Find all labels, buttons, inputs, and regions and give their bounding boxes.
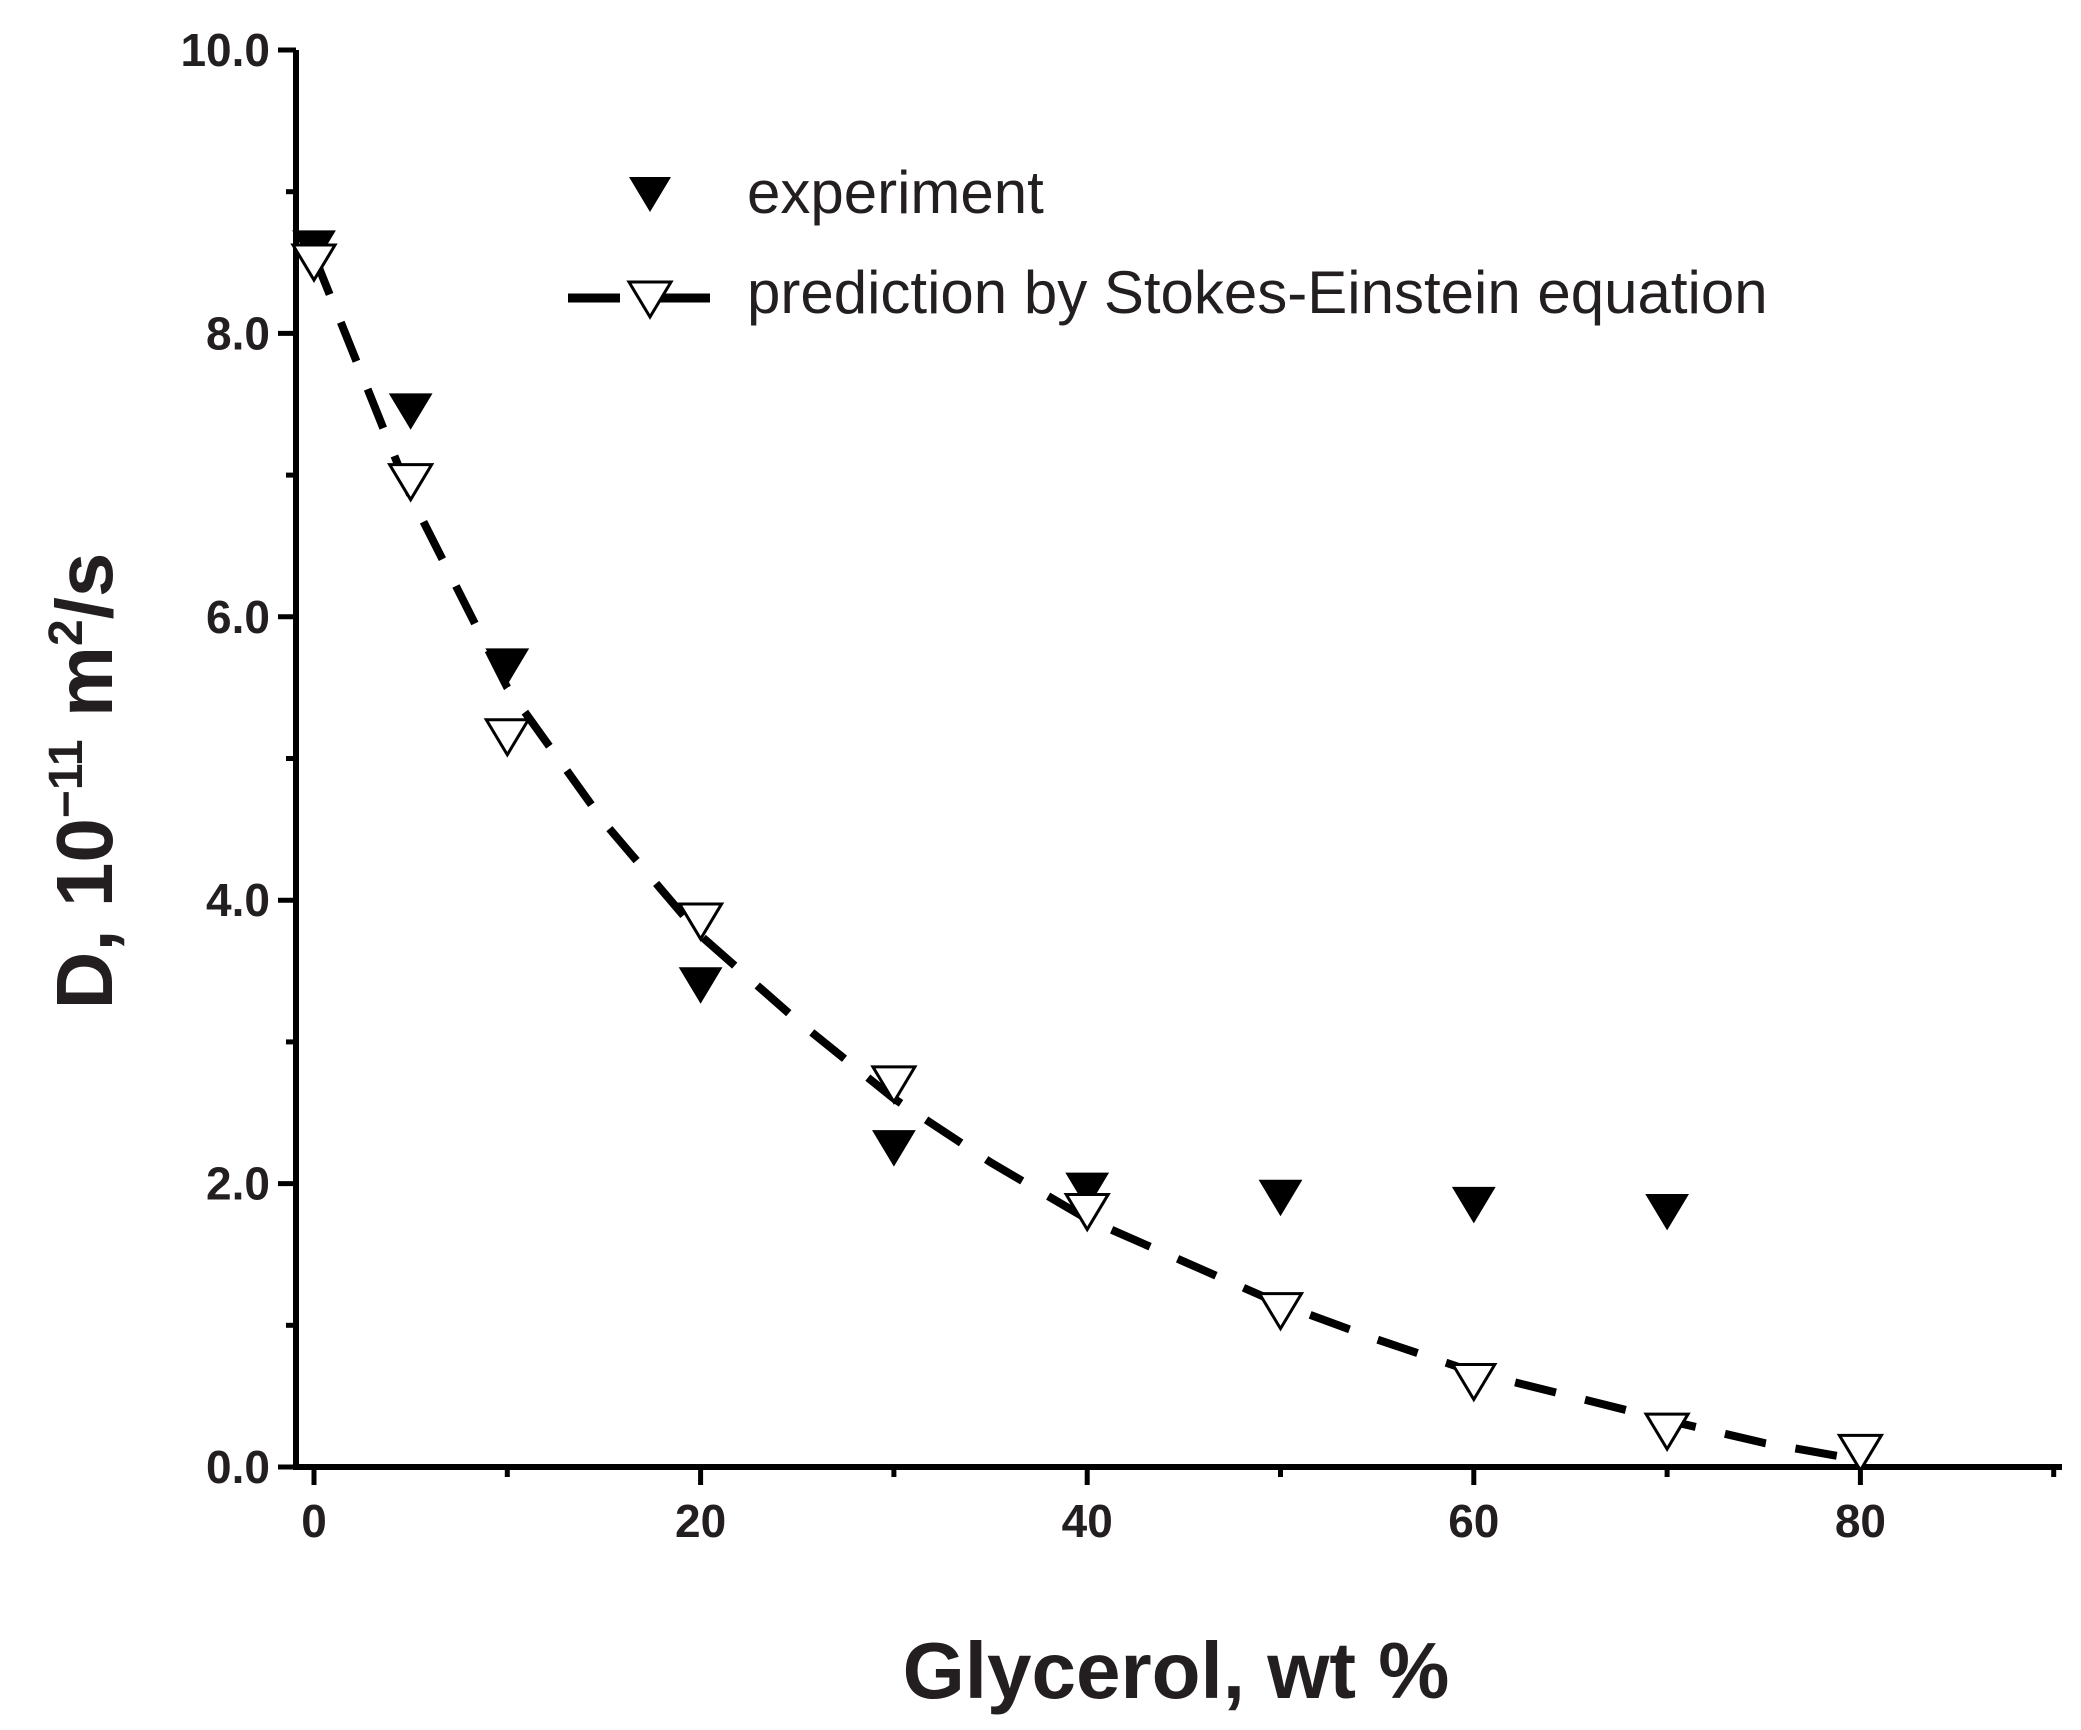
x-axis-label: Glycerol, wt % [903,1626,1450,1715]
legend-experiment-marker [629,177,671,212]
x-tick-label: 80 [1835,1495,1886,1547]
prediction-point [1063,1192,1111,1233]
y-axis-label-tail: /s [40,553,129,620]
prediction-point [483,718,531,758]
experiment-point [388,393,433,430]
y-tick-label: 8.0 [206,307,270,359]
y-tick-label: 2.0 [206,1158,270,1210]
prediction-point [870,1065,918,1105]
legend-prediction-label: prediction by Stokes-Einstein equation [747,259,1768,326]
legend-experiment-label: experiment [747,159,1044,226]
prediction-point [676,902,725,942]
x-tick-label: 20 [675,1495,726,1547]
prediction-point [290,243,338,283]
y-tick-label: 4.0 [206,874,270,926]
prediction-point [1256,1292,1305,1332]
prediction-point [1450,1362,1498,1403]
x-tick-label: 40 [1062,1495,1113,1547]
prediction-point [387,463,435,503]
y-axis-label-unit-exponent: 2 [40,619,93,646]
fit-line-group [310,253,1862,1464]
experiment-point [678,967,723,1004]
experiment-point [1258,1179,1303,1217]
y-tick-label: 10.0 [180,24,270,76]
y-axis-label: D, 10−11 m2/s [40,553,129,1010]
axis-ticks: 0.0 2.0 4.0 6.0 8.0 10.0 0 20 40 60 80 [180,24,2057,1547]
experiment-point [872,1130,916,1167]
experiment-point [1065,1172,1110,1210]
data-markers [290,230,1885,1474]
experiment-point [1645,1193,1689,1231]
x-tick-label: 0 [301,1495,327,1547]
experiment-point [485,648,530,685]
y-axis-label-unit: m [40,646,129,739]
prediction-point [1643,1412,1691,1452]
prediction-fit-line [310,253,1862,1464]
x-tick-label: 60 [1448,1495,1499,1547]
legend: experiment prediction by Stokes-Einstein… [568,159,1768,326]
y-axis-label-main: D, 10 [40,818,129,1009]
prediction-point [1836,1433,1885,1474]
legend-prediction-marker [626,280,674,320]
experiment-point [1451,1186,1496,1224]
y-tick-label: 0.0 [206,1441,270,1493]
y-tick-label: 6.0 [206,591,270,643]
y-axis-label-exponent: −11 [40,739,93,818]
